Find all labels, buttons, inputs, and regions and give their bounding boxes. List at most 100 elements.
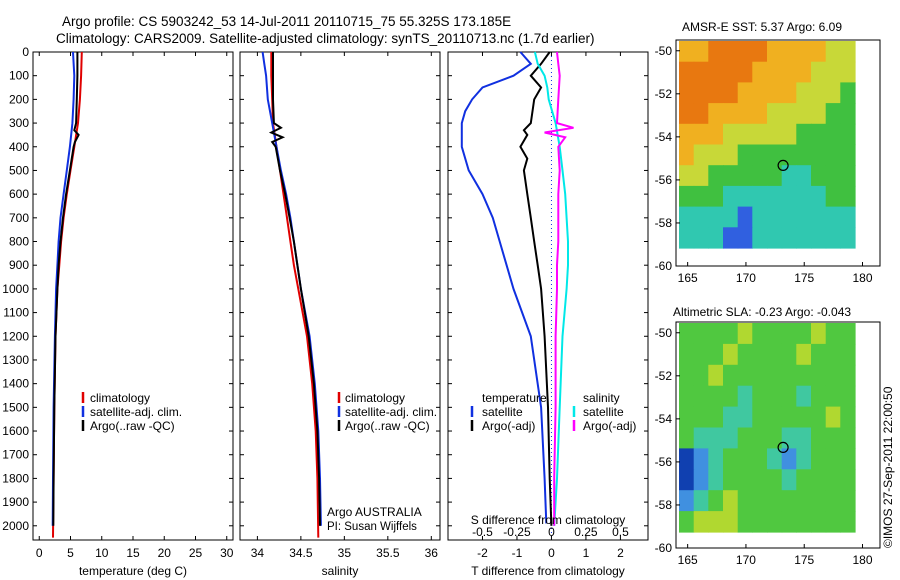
map-y-tick-label: -58 [655, 216, 673, 230]
heatmap-cell [825, 82, 841, 104]
heatmap-cell [825, 123, 841, 146]
heatmap-cell [693, 185, 709, 208]
heatmap-cell [752, 364, 768, 387]
salinity-panel: 34 34.5 35 35.5 36 climatology satellite-adj… [239, 51, 441, 578]
heatmap-cell [737, 41, 753, 63]
x-tick-label: -2 [477, 546, 488, 560]
heatmap-cell [811, 144, 827, 166]
heatmap-cell [825, 385, 841, 408]
heatmap-cell [708, 103, 724, 125]
heatmap-cell [811, 364, 827, 387]
heatmap-cell [752, 448, 768, 470]
heatmap-cell [752, 185, 768, 208]
sla-heatmap-cells [679, 323, 856, 533]
sst-map-panel: AMSR-E SST: 5.37 Argo: 6.09 165 170 175 180… [655, 20, 881, 285]
heatmap-cell [825, 406, 841, 429]
heatmap-cell [840, 103, 856, 125]
heatmap-cell [737, 448, 753, 470]
s-tick-label: 0.25 [574, 525, 598, 539]
temperature-series [51, 51, 83, 538]
depth-tick-label: 400 [9, 140, 29, 154]
heatmap-cell [737, 206, 753, 228]
heatmap-cell [825, 227, 841, 249]
map-y-tick-label: -54 [655, 412, 673, 426]
sla-map-panel: Altimetric SLA: -0.23 Argo: -0.043 165 17… [655, 305, 881, 567]
heatmap-cell [723, 427, 739, 449]
heatmap-cell [811, 123, 827, 146]
heatmap-cell [781, 364, 797, 387]
sst-argo-location-marker [777, 159, 789, 171]
heatmap-cell [752, 41, 768, 63]
heatmap-cell [840, 206, 856, 228]
heatmap-cell [840, 82, 856, 104]
series-line-s-satellite [533, 51, 569, 526]
heatmap-cell [840, 490, 856, 512]
heatmap-cell [796, 123, 812, 146]
heatmap-cell [679, 448, 695, 470]
heatmap-cell [752, 469, 768, 491]
map-y-tick-label: -56 [655, 173, 673, 187]
map-y-tick-label: -52 [655, 369, 673, 383]
salinity-plot-frame [239, 51, 441, 541]
x-tick-label: 15 [126, 546, 140, 560]
heatmap-cell [796, 385, 812, 408]
temperature-x-label: temperature (deg C) [79, 564, 187, 578]
heatmap-cell [796, 206, 812, 228]
depth-tick-label: 700 [9, 211, 29, 225]
heatmap-cell [679, 82, 695, 104]
heatmap-cell [708, 165, 724, 187]
imos-credit: ©IMOS 27-Sep-2011 22:00:50 [881, 386, 895, 548]
heatmap-cell [767, 41, 783, 63]
heatmap-cell [825, 103, 841, 125]
heatmap-cell [767, 343, 783, 366]
map-y-tick-label: -56 [655, 455, 673, 469]
map-y-tick-label: -54 [655, 130, 673, 144]
heatmap-cell [781, 323, 797, 345]
heatmap-cell [737, 490, 753, 512]
heatmap-cell [693, 41, 709, 63]
map-x-tick-label: 180 [852, 271, 872, 285]
heatmap-cell [796, 165, 812, 187]
heatmap-cell [767, 406, 783, 429]
heatmap-cell [679, 227, 695, 249]
legend-satellite-label: satellite-adj. clim. [345, 405, 437, 419]
heatmap-cell [781, 227, 797, 249]
heatmap-cell [708, 206, 724, 228]
heatmap-cell [781, 61, 797, 83]
depth-tick-label: 1400 [2, 377, 29, 391]
legend-t-satellite-label: satellite [482, 405, 523, 419]
salinity-x-label: salinity [322, 564, 359, 578]
figure-title-line1: Argo profile: CS 5903242_53 14-Jul-2011 … [62, 14, 511, 29]
heatmap-cell [767, 82, 783, 104]
heatmap-cell [679, 123, 695, 146]
heatmap-cell [825, 41, 841, 63]
heatmap-cell [825, 185, 841, 208]
heatmap-cell [723, 61, 739, 83]
sla-argo-location-marker [777, 441, 789, 453]
depth-tick-label: 2000 [2, 519, 29, 533]
heatmap-cell [708, 185, 724, 208]
heatmap-cell [679, 41, 695, 63]
heatmap-cell [679, 343, 695, 366]
x-tick-label: -1 [512, 546, 523, 560]
sla-map-ticks: 165 170 175 180 -50 -52 -54 -56 -58 -60 [655, 326, 873, 567]
heatmap-cell [840, 406, 856, 429]
heatmap-cell [693, 448, 709, 470]
s-tick-label: 0 [548, 525, 555, 539]
map-x-tick-label: 165 [678, 271, 698, 285]
heatmap-cell [693, 490, 709, 512]
sst-map-frame [675, 39, 881, 267]
heatmap-cell [811, 103, 827, 125]
heatmap-cell [693, 385, 709, 408]
heatmap-cell [708, 227, 724, 249]
temperature-plot-frame [32, 51, 234, 541]
salinity-legend: climatology satellite-adj. clim. Argo(..… [337, 391, 437, 433]
series-line-argo-raw-qc- [268, 52, 321, 526]
series-line-t-argo-adj- [519, 51, 553, 526]
heatmap-cell [708, 364, 724, 387]
heatmap-cell [752, 123, 768, 146]
heatmap-cell [781, 41, 797, 63]
heatmap-cell [796, 511, 812, 533]
heatmap-cell [811, 385, 827, 408]
